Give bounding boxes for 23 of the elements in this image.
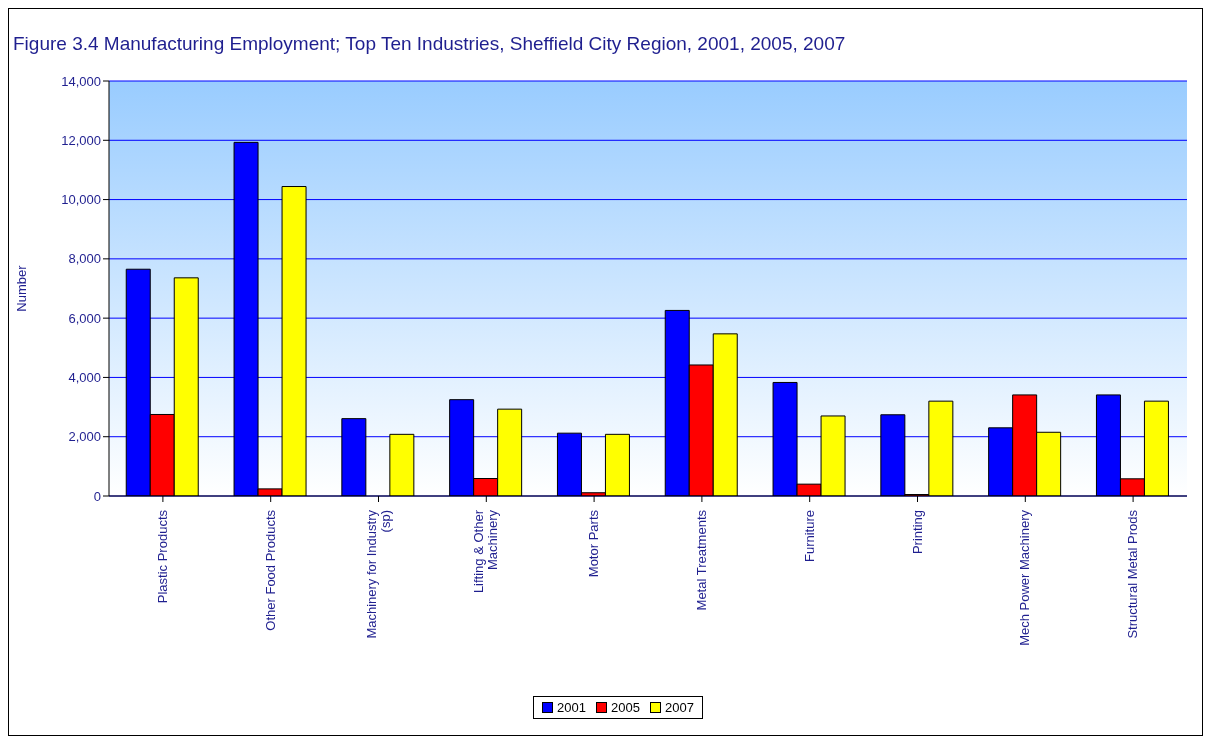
y-tick-label: 10,000: [61, 192, 101, 208]
chart-title: Figure 3.4 Manufacturing Employment; Top Ten Industries, Sheffield City Region, 2001, 2005, 2007: [13, 33, 846, 55]
x-tick-label: Furniture: [801, 510, 817, 563]
x-tick-label: Lifting & Other Machinery: [471, 509, 501, 594]
legend-label: 2001: [556, 700, 587, 715]
y-tick-label: 0: [93, 488, 101, 504]
x-tick-label: Machinery for Industry (sp): [363, 509, 393, 639]
x-tick-label: Mech Power Machinery: [1017, 509, 1033, 646]
legend-label: 2007: [663, 700, 694, 715]
x-tick-label: Plastic Products: [154, 509, 170, 604]
x-tick-label: Motor Parts: [586, 509, 602, 578]
y-tick-label: 8,000: [68, 251, 101, 267]
x-tick-label: Printing: [909, 510, 925, 555]
y-tick-label: 6,000: [68, 310, 101, 326]
x-tick-label: Other Food Products: [262, 509, 278, 631]
x-tick-label: Structural Metal Prods: [1125, 509, 1141, 639]
y-tick-label: 14,000: [61, 73, 101, 89]
y-axis-title: Number: [13, 264, 29, 312]
y-tick-label: 4,000: [68, 370, 101, 386]
y-tick-label: 12,000: [61, 132, 101, 148]
y-tick-label: 2,000: [68, 429, 101, 445]
x-tick-label: Metal Treatments: [693, 509, 709, 611]
legend-label: 2005: [610, 700, 640, 715]
